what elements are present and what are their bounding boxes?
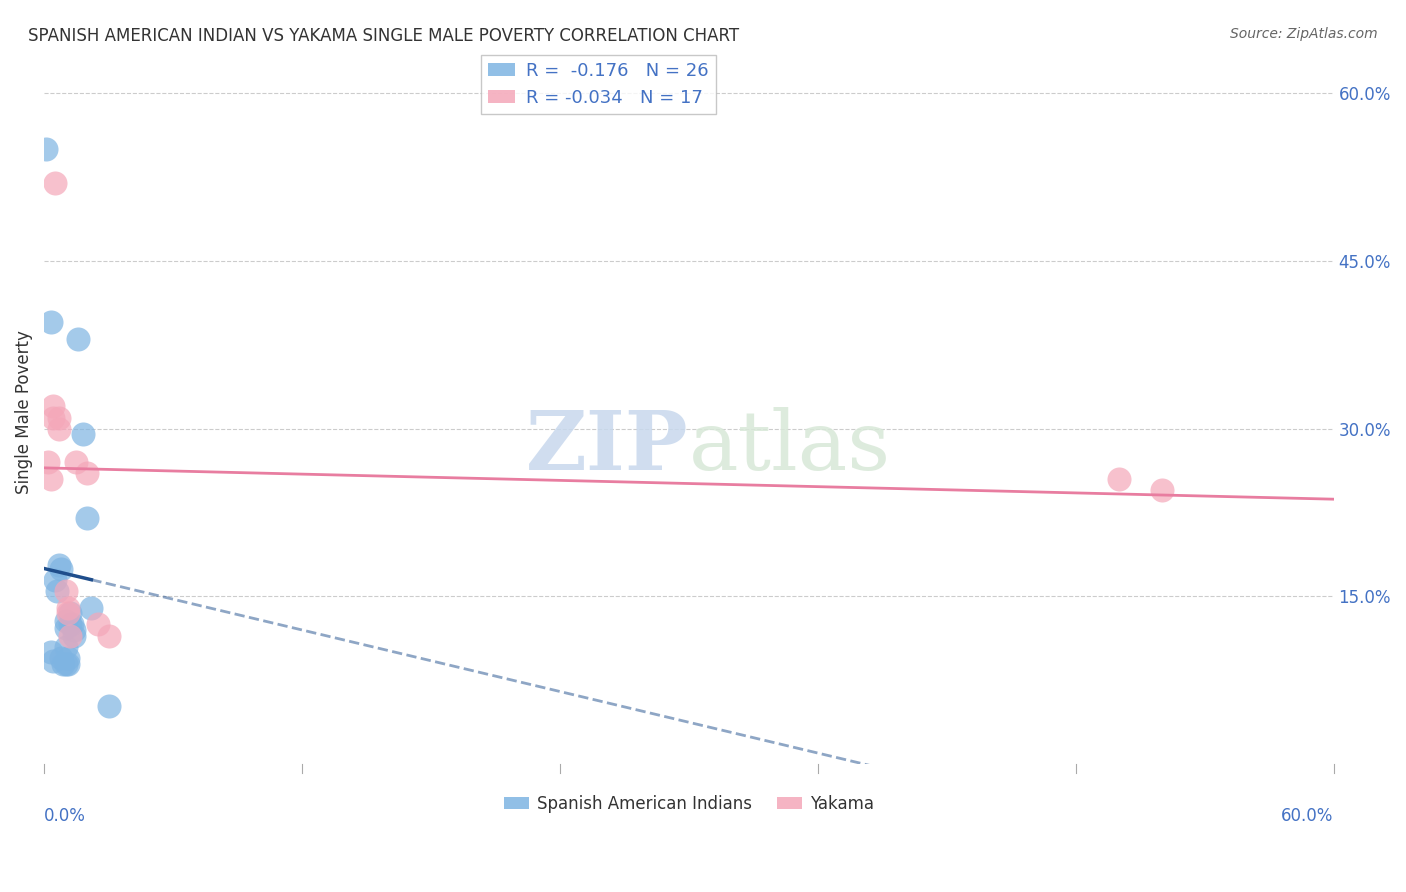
Text: ZIP: ZIP [526, 407, 689, 487]
Point [55, 640, 77, 654]
Point [67, 332, 90, 346]
Point [63, 629, 86, 643]
Point [56, 657, 79, 671]
Point [56, 600, 79, 615]
Point [59, 607, 82, 621]
Legend: Spanish American Indians, Yakama: Spanish American Indians, Yakama [496, 788, 882, 820]
Point [60, 617, 83, 632]
Text: 0.0%: 0.0% [44, 806, 86, 824]
Point [55, 614, 77, 628]
Point [41, 654, 63, 668]
Point [55, 583, 77, 598]
Point [97, 629, 120, 643]
Text: atlas: atlas [689, 407, 891, 487]
Point [48, 422, 70, 436]
Point [59, 629, 82, 643]
Point [76, 467, 98, 481]
Point [48, 410, 70, 425]
Point [87, 617, 110, 632]
Y-axis label: Single Male Poverty: Single Male Poverty [15, 330, 32, 494]
Point [48, 558, 70, 573]
Point [51, 651, 73, 665]
Point [63, 623, 86, 637]
Point [59, 617, 82, 632]
Text: 60.0%: 60.0% [1281, 806, 1334, 824]
Point [44, 573, 66, 587]
Text: SPANISH AMERICAN INDIAN VS YAKAMA SINGLE MALE POVERTY CORRELATION CHART: SPANISH AMERICAN INDIAN VS YAKAMA SINGLE… [28, 27, 740, 45]
Point [76, 511, 98, 525]
Point [41, 410, 63, 425]
Point [65, 455, 87, 469]
Point [39, 315, 62, 329]
Point [1108, 472, 1130, 486]
Point [39, 472, 62, 486]
Point [1150, 483, 1173, 498]
Point [51, 561, 73, 575]
Point [37, 455, 59, 469]
Point [44, 176, 66, 190]
Point [39, 645, 62, 659]
Point [72, 427, 94, 442]
Text: Source: ZipAtlas.com: Source: ZipAtlas.com [1230, 27, 1378, 41]
Point [97, 699, 120, 714]
Point [55, 657, 77, 671]
Point [41, 400, 63, 414]
Point [35, 142, 58, 156]
Point [56, 607, 79, 621]
Point [52, 657, 75, 671]
Point [46, 583, 69, 598]
Point [55, 621, 77, 635]
Point [80, 600, 103, 615]
Point [56, 651, 79, 665]
